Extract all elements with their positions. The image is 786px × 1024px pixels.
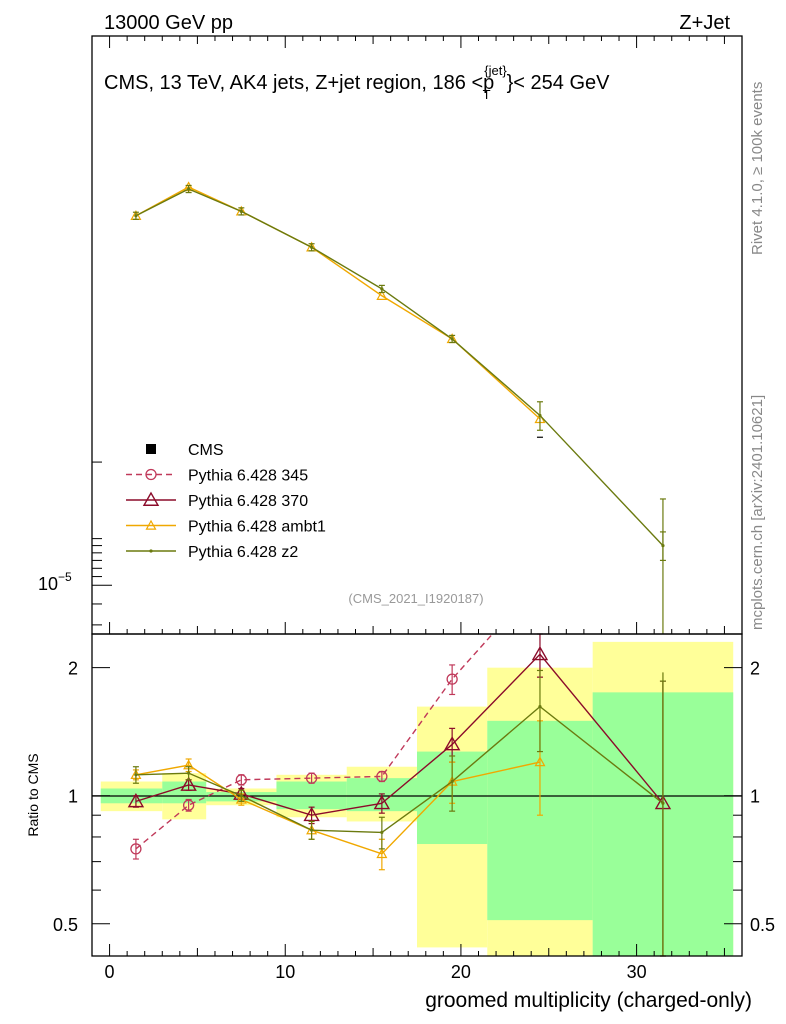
legend-label: Pythia 6.428 370 (188, 493, 308, 510)
analysis-id: (CMS_2021_I1920187) (348, 591, 483, 606)
ratio-line-p370 (135, 653, 664, 816)
legend-item-p370: Pythia 6.428 370 (126, 491, 308, 510)
x-tick-label: 20 (451, 962, 471, 982)
marker-dot (309, 828, 314, 832)
marker-circle (446, 673, 458, 685)
ratio-ylabel: Ratio to CMS (25, 753, 41, 836)
marker-small-triangle (376, 290, 388, 300)
legend-label: Pythia 6.428 ambt1 (188, 519, 326, 536)
legend-item-p345: Pythia 6.428 345 (126, 468, 308, 485)
mcplots-label: mcplots.cern.ch [arXiv:2401.10621] (749, 395, 766, 630)
marker-dot (149, 549, 153, 553)
marker-square (146, 444, 156, 454)
marker-dot (450, 779, 454, 784)
y-tick-label-left: 1 (68, 787, 78, 807)
marker-circle (145, 468, 157, 481)
header-process: Z+Jet (679, 12, 730, 34)
main-title: CMS, 13 TeV, AK4 jets, Z+jet region, 186… (104, 63, 610, 102)
band-inner-bin (276, 781, 347, 810)
marker-triangle (127, 792, 145, 808)
main-ytick-label: 10−5 (38, 570, 72, 594)
y-tick-label-right: 0.5 (750, 915, 775, 935)
x-tick-label: 30 (627, 962, 647, 982)
marker-triangle (303, 806, 320, 822)
main-title-sub: T (483, 87, 491, 102)
y-tick-label-right: 1 (750, 787, 760, 807)
marker-small-triangle (235, 793, 247, 804)
marker-dot (538, 705, 542, 709)
marker-dot (187, 771, 191, 775)
legend-label: Pythia 6.428 345 (188, 468, 308, 485)
marker-dot (380, 830, 384, 834)
rivet-version-label: Rivet 4.1.0, ≥ 100k events (749, 82, 766, 255)
marker-dot (239, 794, 243, 798)
header-energy: 13000 GeV pp (104, 12, 233, 34)
marker-small-triangle (376, 848, 388, 859)
main-line-z2 (135, 188, 664, 547)
x-tick-label: 10 (275, 962, 295, 982)
x-tick-label: 0 (105, 962, 115, 982)
ratio-line-z2 (135, 705, 664, 834)
axis-ticks (92, 36, 742, 956)
marker-circle (182, 799, 195, 811)
ratio-panel-frame (91, 633, 743, 957)
marker-triangle (180, 776, 197, 791)
marker-circle (305, 772, 318, 784)
legend-label: Pythia 6.428 z2 (188, 544, 298, 561)
marker-triangle (531, 645, 549, 661)
marker-small-triangle (145, 519, 157, 530)
main-line-ambt1 (135, 186, 541, 420)
main-title-sup: {jet} (484, 63, 507, 78)
x-axis-label: groomed multiplicity (charged-only) (425, 989, 752, 1012)
legend-item-z2: Pythia 6.428 z2 (126, 544, 298, 561)
y-tick-label-left: 0.5 (53, 915, 78, 935)
marker-triangle (443, 736, 461, 751)
y-tick-label-right: 2 (750, 659, 760, 679)
legend-item-ambt1: Pythia 6.428 ambt1 (126, 519, 326, 536)
main-title-prefix: CMS, 13 TeV, AK4 jets, Z+jet region, 186… (104, 72, 494, 94)
legend: CMS Pythia 6.428 345 Pythia 6.428 370 Pythi… (126, 442, 326, 561)
marker-triangle (142, 491, 160, 506)
main-panel-series (130, 181, 666, 634)
band-inner-bin (162, 781, 207, 804)
marker-circle (235, 774, 247, 786)
marker-dot (134, 773, 138, 777)
marker-circle (376, 770, 388, 783)
marker-small-triangle (534, 756, 546, 767)
legend-label: CMS (188, 442, 224, 459)
ratio-panel-series (127, 633, 672, 957)
marker-triangle (373, 794, 391, 810)
legend-item-data: CMS (146, 442, 224, 459)
ratio-band-inner (100, 692, 734, 956)
main-title-suffix: }< 254 GeV (507, 72, 611, 94)
tick-labels: 0 10 20 30 0.5 0.5 1 1 2 2 (53, 659, 775, 982)
y-tick-label-left: 2 (68, 659, 78, 679)
marker-circle (130, 843, 142, 855)
